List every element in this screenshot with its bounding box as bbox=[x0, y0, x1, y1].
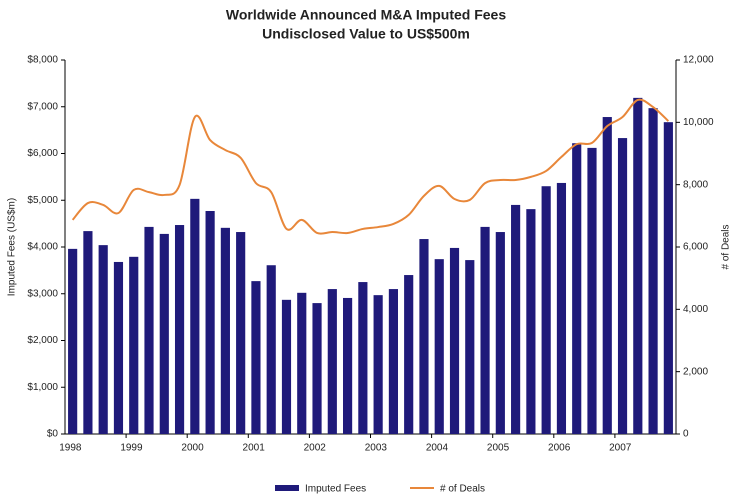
bar bbox=[266, 265, 276, 434]
bar bbox=[281, 299, 292, 434]
bar bbox=[220, 227, 230, 434]
y2-tick-label: 6,000 bbox=[683, 242, 708, 253]
y2-tick-label: 2,000 bbox=[683, 366, 708, 377]
line bbox=[71, 98, 670, 235]
bar bbox=[373, 295, 383, 434]
bar bbox=[205, 211, 215, 434]
bar bbox=[587, 147, 597, 434]
y2-axis-label: # of Deals bbox=[721, 224, 732, 269]
y-tick-label: $0 bbox=[47, 429, 59, 440]
bar bbox=[358, 282, 368, 434]
x-tick-label: 2007 bbox=[609, 443, 632, 454]
bar bbox=[495, 232, 505, 434]
bar bbox=[327, 289, 337, 434]
bar bbox=[511, 204, 521, 434]
y-tick-label: $7,000 bbox=[27, 101, 58, 112]
y-tick-label: $3,000 bbox=[27, 288, 58, 299]
x-tick-label: 2005 bbox=[487, 443, 510, 454]
y2-tick-label: 4,000 bbox=[683, 304, 708, 315]
bar bbox=[465, 260, 475, 434]
bar bbox=[388, 289, 398, 434]
bar bbox=[602, 117, 612, 434]
y-tick-label: $8,000 bbox=[27, 55, 58, 66]
legend-label: # of Deals bbox=[440, 484, 485, 495]
bar bbox=[526, 209, 536, 434]
bar bbox=[419, 239, 429, 434]
bar bbox=[174, 225, 185, 434]
y2-tick-label: 0 bbox=[683, 429, 689, 440]
y-tick-label: $1,000 bbox=[27, 382, 58, 393]
x-tick-label: 2002 bbox=[304, 443, 327, 454]
bar bbox=[297, 292, 307, 434]
x-tick-label: 2004 bbox=[426, 443, 449, 454]
bar bbox=[312, 303, 322, 434]
bar bbox=[556, 182, 567, 434]
bar bbox=[663, 122, 673, 435]
y-tick-label: $2,000 bbox=[27, 335, 58, 346]
bar bbox=[449, 247, 460, 434]
bar bbox=[251, 281, 261, 434]
x-tick-label: 1998 bbox=[59, 443, 82, 454]
y2-tick-label: 10,000 bbox=[683, 117, 714, 128]
bar bbox=[236, 232, 246, 434]
y-axis-label: Imputed Fees (US$m) bbox=[7, 198, 18, 296]
bar bbox=[129, 256, 139, 434]
y-tick-label: $4,000 bbox=[27, 242, 58, 253]
bar bbox=[434, 259, 444, 434]
chart-title: Worldwide Announced M&A Imputed Fees bbox=[226, 7, 506, 23]
bar bbox=[572, 143, 582, 434]
legend-label: Imputed Fees bbox=[305, 484, 366, 495]
y2-tick-label: 12,000 bbox=[683, 55, 714, 66]
y2-tick-label: 8,000 bbox=[683, 179, 708, 190]
x-tick-label: 1999 bbox=[120, 443, 143, 454]
bar bbox=[113, 261, 124, 434]
bar bbox=[343, 297, 353, 434]
bar bbox=[404, 275, 414, 434]
bar bbox=[190, 198, 200, 434]
y-tick-label: $5,000 bbox=[27, 195, 58, 206]
bar bbox=[648, 108, 658, 434]
legend-swatch bbox=[275, 485, 299, 491]
bar bbox=[98, 245, 108, 434]
bar bbox=[480, 226, 490, 434]
bar bbox=[159, 233, 169, 434]
bar bbox=[541, 186, 551, 434]
x-tick-label: 2001 bbox=[243, 443, 266, 454]
bar bbox=[617, 138, 628, 434]
x-tick-label: 2003 bbox=[365, 443, 388, 454]
x-tick-label: 2000 bbox=[181, 443, 204, 454]
bar bbox=[144, 226, 154, 434]
x-tick-label: 2006 bbox=[548, 443, 571, 454]
bar bbox=[68, 248, 78, 434]
chart-subtitle: Undisclosed Value to US$500m bbox=[262, 26, 470, 42]
y-tick-label: $6,000 bbox=[27, 148, 58, 159]
bar bbox=[83, 231, 93, 434]
bar bbox=[633, 97, 643, 435]
